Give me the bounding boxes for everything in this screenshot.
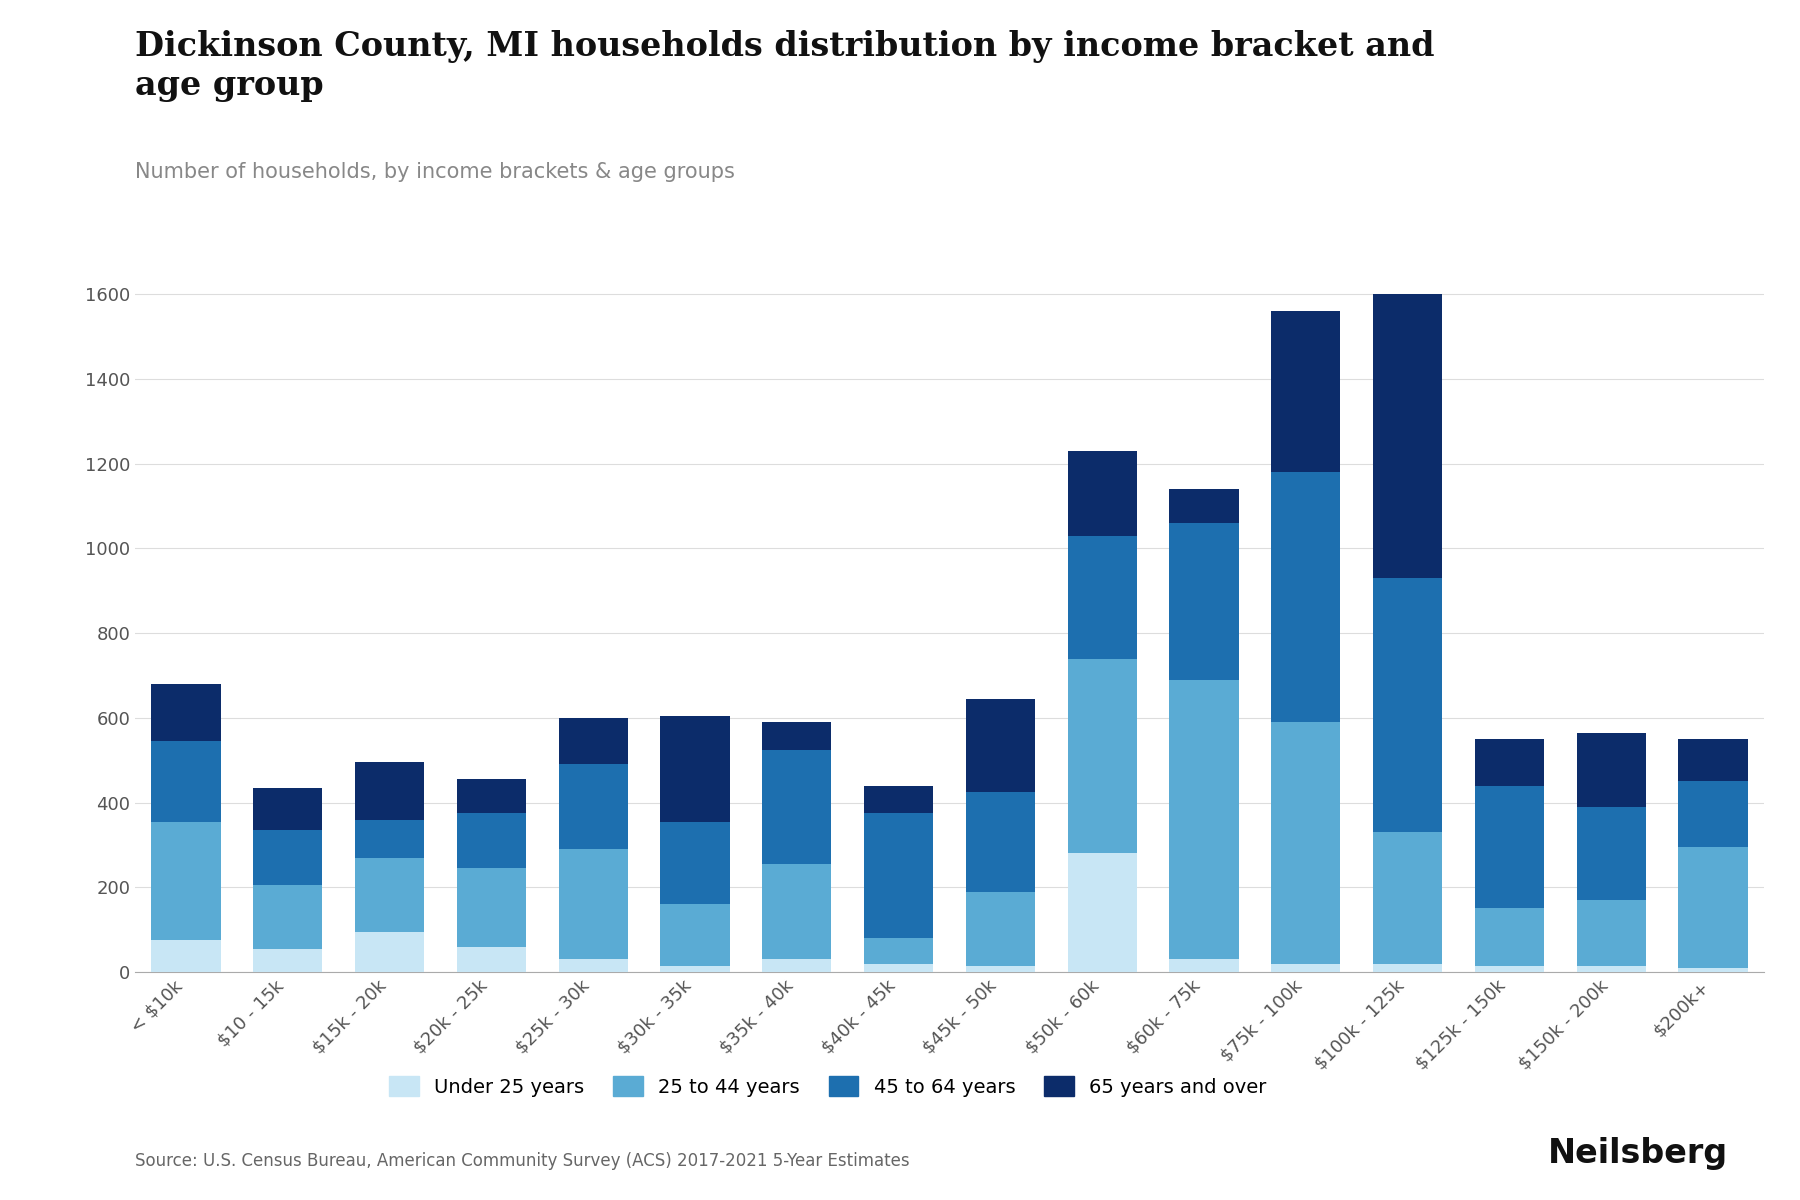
Bar — [254, 787, 322, 830]
Bar — [1373, 964, 1442, 972]
Bar — [761, 750, 832, 864]
Bar — [558, 959, 628, 972]
Bar — [1170, 959, 1238, 972]
Bar — [1577, 966, 1645, 972]
Bar — [1170, 490, 1238, 523]
Bar — [1474, 739, 1544, 786]
Bar — [1067, 451, 1138, 535]
Bar — [151, 684, 221, 742]
Text: Number of households, by income brackets & age groups: Number of households, by income brackets… — [135, 162, 734, 182]
Bar — [1170, 523, 1238, 679]
Bar — [457, 779, 526, 814]
Bar — [355, 820, 425, 858]
Bar — [254, 830, 322, 886]
Bar — [457, 947, 526, 972]
Bar — [1067, 535, 1138, 659]
Bar — [1067, 659, 1138, 853]
Bar — [1373, 578, 1442, 833]
Bar — [558, 850, 628, 959]
Bar — [967, 892, 1035, 966]
Bar — [355, 762, 425, 820]
Bar — [864, 814, 932, 938]
Bar — [355, 931, 425, 972]
Bar — [761, 864, 832, 959]
Bar — [1067, 853, 1138, 972]
Bar — [1474, 908, 1544, 966]
Bar — [864, 938, 932, 964]
Bar — [151, 941, 221, 972]
Text: Dickinson County, MI households distribution by income bracket and
age group: Dickinson County, MI households distribu… — [135, 30, 1435, 102]
Bar — [1271, 722, 1341, 964]
Bar — [1678, 967, 1748, 972]
Bar — [864, 786, 932, 814]
Bar — [254, 949, 322, 972]
Bar — [457, 869, 526, 947]
Bar — [1474, 786, 1544, 908]
Bar — [355, 858, 425, 931]
Bar — [967, 792, 1035, 892]
Bar — [661, 822, 729, 905]
Bar — [967, 698, 1035, 792]
Bar — [457, 814, 526, 869]
Bar — [1678, 847, 1748, 967]
Bar — [1373, 294, 1442, 578]
Bar — [967, 966, 1035, 972]
Bar — [661, 966, 729, 972]
Bar — [661, 715, 729, 822]
Legend: Under 25 years, 25 to 44 years, 45 to 64 years, 65 years and over: Under 25 years, 25 to 44 years, 45 to 64… — [380, 1067, 1276, 1106]
Bar — [1678, 781, 1748, 847]
Bar — [151, 822, 221, 941]
Bar — [1577, 733, 1645, 806]
Bar — [1577, 806, 1645, 900]
Bar — [1373, 833, 1442, 964]
Bar — [1170, 679, 1238, 959]
Bar — [1577, 900, 1645, 966]
Bar — [864, 964, 932, 972]
Bar — [1474, 966, 1544, 972]
Bar — [1271, 311, 1341, 473]
Bar — [254, 886, 322, 949]
Bar — [1678, 739, 1748, 781]
Bar — [1271, 964, 1341, 972]
Bar — [151, 742, 221, 822]
Bar — [558, 764, 628, 850]
Bar — [661, 905, 729, 966]
Text: Neilsberg: Neilsberg — [1548, 1138, 1728, 1170]
Bar — [761, 722, 832, 750]
Text: Source: U.S. Census Bureau, American Community Survey (ACS) 2017-2021 5-Year Est: Source: U.S. Census Bureau, American Com… — [135, 1152, 909, 1170]
Bar — [558, 718, 628, 764]
Bar — [761, 959, 832, 972]
Bar — [1271, 473, 1341, 722]
